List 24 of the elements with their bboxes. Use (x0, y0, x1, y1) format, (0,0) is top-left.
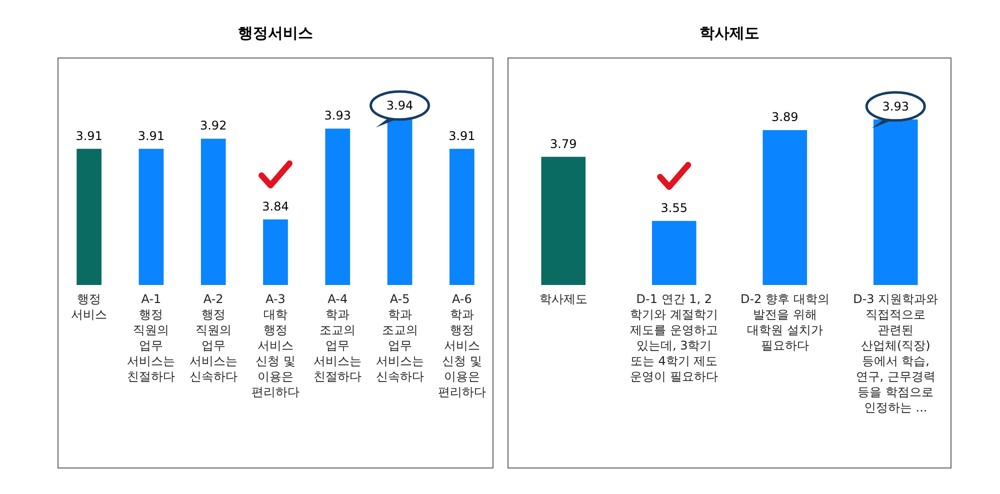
x-tick-label: 행정 서비스 (71, 292, 108, 322)
data-label: 3.91 (76, 128, 102, 143)
data-label: 3.94 (386, 98, 414, 113)
chart-title: 행정서비스 (238, 24, 313, 42)
x-tick-label: A-5 학과 조교의 업무 서비스는 신속하다 (376, 292, 424, 384)
x-tick-label: A-3 대학 행정 서비스 신청 및 이용은 편리하다 (252, 292, 300, 399)
data-label: 3.91 (138, 128, 165, 143)
x-tick-label: D-1 연간 1, 2 학기와 계절학기 제도를 운영하고 있는데, 3학기 또는 4학기 제도 운영이 필요하다 (630, 292, 718, 384)
x-tick-label: A-4 학과 조교의 업무 서비스는 친절하다 (314, 292, 362, 384)
x-tick-label: A-2 행정 직원의 업무 서비스는 신속하다 (189, 292, 238, 384)
x-tick-label: D-3 지원학과와 직접적으로 관련된 산업체(직장) 등에서 학습, 연구, 근무경력 등을 학점으로 인정하는 ... (853, 292, 938, 414)
data-label: 3.91 (448, 128, 476, 143)
data-label: 3.93 (882, 99, 909, 114)
x-tick-label: 학사제도 (539, 292, 588, 306)
x-tick-label: A-6 학과 행정 서비스 신청 및 이용은 편리하다 (438, 292, 486, 399)
data-label: 3.93 (324, 108, 351, 123)
x-tick-label: D-2 향후 대학의 발전을 위해 대학원 설치가 필요하다 (740, 292, 830, 352)
data-label: 3.92 (200, 118, 227, 133)
data-label: 3.55 (660, 200, 688, 215)
chart-title: 학사제도 (700, 24, 760, 42)
data-label: 3.84 (262, 199, 289, 214)
data-label: 3.79 (550, 136, 577, 151)
x-tick-label: A-1 행정 직원의 업무 서비스는 친절하다 (127, 292, 176, 384)
data-label: 3.89 (772, 110, 798, 124)
